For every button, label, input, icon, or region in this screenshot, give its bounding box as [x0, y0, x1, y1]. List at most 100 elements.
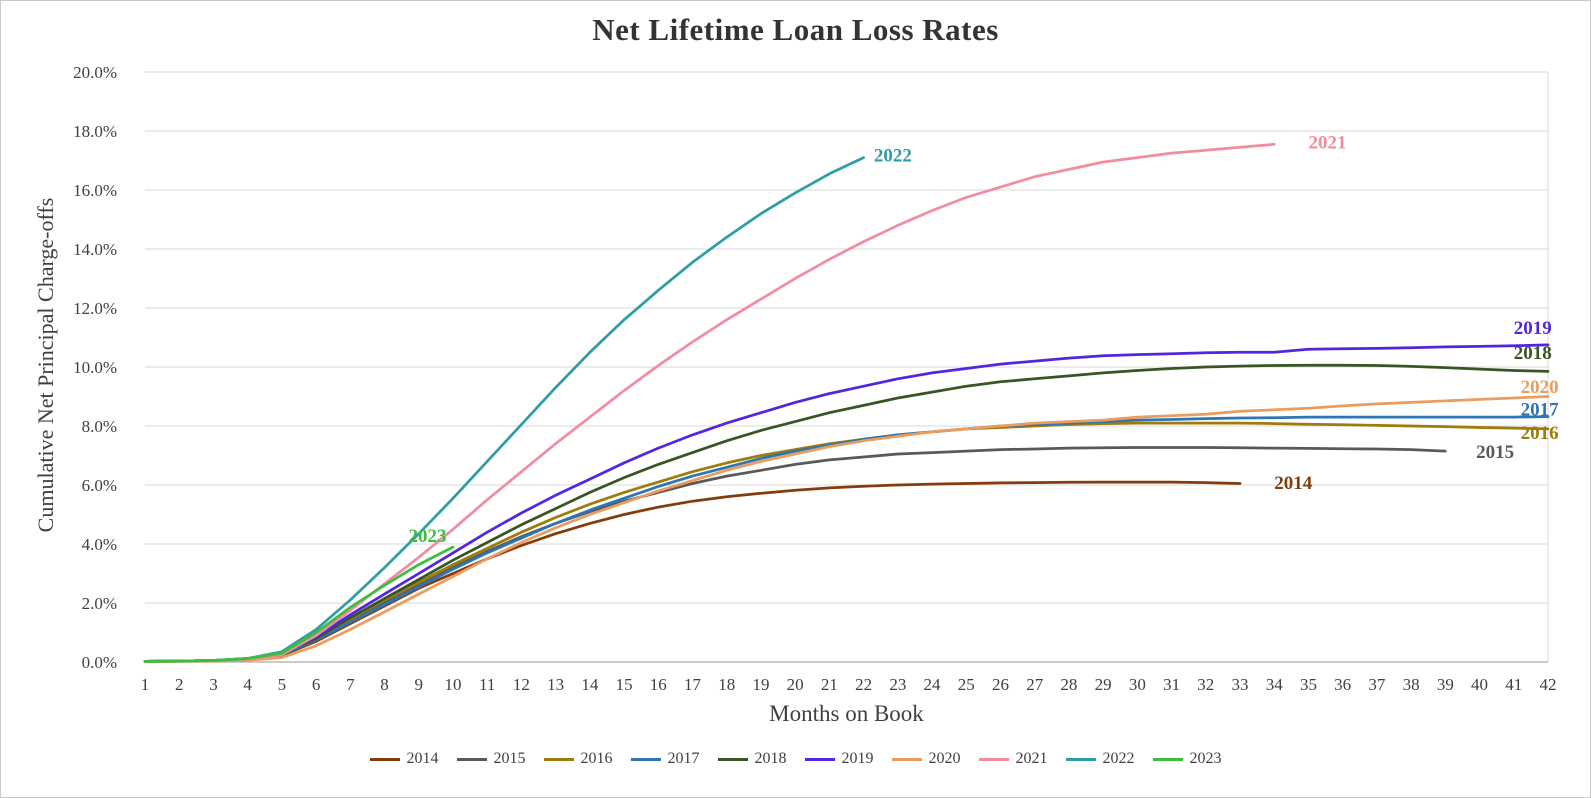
- x-tick-label: 11: [479, 675, 495, 694]
- x-tick-label: 36: [1334, 675, 1351, 694]
- legend-label-2018: 2018: [754, 750, 787, 767]
- x-tick-label: 16: [650, 675, 667, 694]
- y-tick-label: 12.0%: [73, 299, 117, 318]
- legend-label-2020: 2020: [928, 750, 961, 767]
- series-label-2023: 2023: [408, 526, 446, 547]
- x-tick-label: 14: [581, 675, 599, 694]
- series-line-2021: [143, 142, 1276, 663]
- legend-label-2017: 2017: [667, 750, 700, 767]
- legend-label-2023: 2023: [1189, 750, 1222, 767]
- series-label-2015: 2015: [1476, 442, 1514, 463]
- series-label-2021: 2021: [1308, 132, 1346, 153]
- legend-item-2022: 2022: [1065, 750, 1135, 768]
- legend-item-2015: 2015: [456, 750, 526, 768]
- x-tick-label: 12: [513, 675, 530, 694]
- x-tick-label: 13: [547, 675, 564, 694]
- y-tick-label: 18.0%: [73, 122, 117, 141]
- series-label-2020: 2020: [1521, 377, 1559, 398]
- legend-item-2023: 2023: [1152, 750, 1222, 768]
- y-tick-label: 0.0%: [82, 653, 117, 672]
- y-tick-label: 16.0%: [73, 181, 117, 200]
- y-tick-label: 8.0%: [82, 417, 117, 436]
- x-tick-label: 26: [992, 675, 1009, 694]
- legend-swatch-2016: [543, 757, 574, 761]
- series-label-2017: 2017: [1521, 399, 1560, 420]
- legend-item-2017: 2017: [630, 750, 700, 768]
- legend-item-2021: 2021: [978, 750, 1048, 768]
- legend-label-2015: 2015: [493, 750, 526, 767]
- legend-label-2016: 2016: [580, 750, 613, 767]
- x-tick-label: 34: [1266, 675, 1284, 694]
- series-label-2019: 2019: [1514, 318, 1552, 339]
- x-tick-label: 27: [1026, 675, 1044, 694]
- series-label-2018: 2018: [1514, 343, 1552, 364]
- series-line-2023: [143, 545, 455, 663]
- x-tick-label: 8: [380, 675, 389, 694]
- y-tick-label: 10.0%: [73, 358, 117, 377]
- x-tick-label: 24: [924, 675, 942, 694]
- y-tick-label: 2.0%: [82, 594, 117, 613]
- legend-label-2019: 2019: [841, 750, 874, 767]
- y-tick-label: 4.0%: [82, 535, 117, 554]
- x-tick-label: 32: [1197, 675, 1214, 694]
- x-tick-label: 17: [684, 675, 702, 694]
- x-tick-label: 23: [889, 675, 906, 694]
- x-tick-label: 42: [1540, 675, 1557, 694]
- legend-item-2020: 2020: [891, 750, 961, 768]
- x-tick-label: 37: [1368, 675, 1386, 694]
- x-tick-label: 22: [855, 675, 872, 694]
- legend-swatch-2022: [1065, 757, 1096, 761]
- x-tick-label: 33: [1232, 675, 1249, 694]
- chart-legend: 2014 2015 2016 2017 2018 2019 2020 2021 2022 2023: [0, 750, 1591, 768]
- legend-item-2016: 2016: [543, 750, 613, 768]
- x-tick-label: 5: [278, 675, 287, 694]
- legend-swatch-2019: [804, 757, 835, 761]
- series-line-2017: [143, 415, 1550, 663]
- x-tick-label: 2: [175, 675, 184, 694]
- series-line-2020: [143, 395, 1550, 664]
- legend-item-2014: 2014: [369, 750, 439, 768]
- x-tick-label: 39: [1437, 675, 1454, 694]
- series-label-2022: 2022: [874, 146, 912, 167]
- y-tick-label: 20.0%: [73, 63, 117, 82]
- x-tick-label: 1: [141, 675, 150, 694]
- series-line-2022: [143, 156, 865, 663]
- x-tick-label: 10: [444, 675, 461, 694]
- x-tick-label: 15: [616, 675, 633, 694]
- x-axis-title: Months on Book: [769, 701, 924, 726]
- legend-swatch-2020: [891, 757, 922, 761]
- chart-title: Net Lifetime Loan Loss Rates: [592, 12, 999, 47]
- x-tick-label: 41: [1505, 675, 1522, 694]
- legend-swatch-2017: [630, 757, 661, 761]
- x-tick-label: 21: [821, 675, 838, 694]
- legend-item-2019: 2019: [804, 750, 874, 768]
- x-tick-label: 35: [1300, 675, 1317, 694]
- x-tick-label: 30: [1129, 675, 1146, 694]
- x-tick-label: 20: [787, 675, 804, 694]
- legend-swatch-2018: [717, 757, 748, 761]
- legend-swatch-2015: [456, 757, 487, 761]
- y-tick-label: 6.0%: [82, 476, 117, 495]
- legend-item-2018: 2018: [717, 750, 787, 768]
- series-line-2019: [143, 343, 1550, 663]
- legend-swatch-2021: [978, 757, 1009, 761]
- series-label-2016: 2016: [1521, 423, 1559, 444]
- x-tick-label: 31: [1163, 675, 1180, 694]
- x-tick-label: 25: [958, 675, 975, 694]
- legend-label-2022: 2022: [1102, 750, 1135, 767]
- x-tick-label: 6: [312, 675, 321, 694]
- series-label-2014: 2014: [1274, 473, 1313, 494]
- legend-label-2021: 2021: [1015, 750, 1048, 767]
- x-tick-label: 7: [346, 675, 355, 694]
- legend-label-2014: 2014: [406, 750, 439, 767]
- x-tick-label: 38: [1403, 675, 1420, 694]
- x-tick-label: 28: [1060, 675, 1077, 694]
- x-tick-label: 18: [718, 675, 735, 694]
- x-tick-label: 40: [1471, 675, 1488, 694]
- legend-swatch-2014: [369, 757, 400, 761]
- y-tick-label: 14.0%: [73, 240, 117, 259]
- x-tick-label: 4: [243, 675, 252, 694]
- x-tick-label: 29: [1095, 675, 1112, 694]
- x-tick-label: 9: [415, 675, 424, 694]
